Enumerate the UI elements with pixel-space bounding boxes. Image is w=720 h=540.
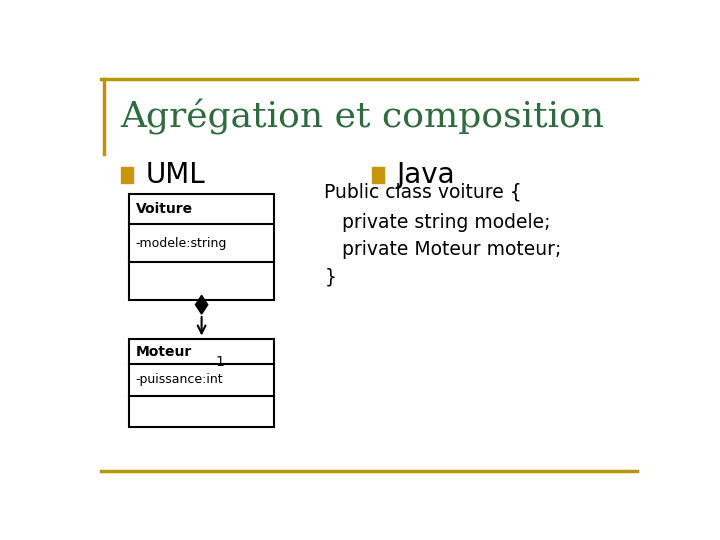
Bar — [129, 339, 274, 427]
Text: private string modele;: private string modele; — [324, 213, 551, 232]
Bar — [372, 167, 384, 183]
Text: -modele:string: -modele:string — [136, 237, 227, 249]
Bar — [129, 194, 274, 300]
Text: Public class voiture {: Public class voiture { — [324, 182, 522, 201]
Text: Voiture: Voiture — [136, 202, 193, 216]
Text: UML: UML — [145, 161, 205, 189]
Text: private Moteur moteur;: private Moteur moteur; — [324, 240, 562, 259]
Text: Agrégation et composition: Agrégation et composition — [121, 99, 605, 135]
Text: 1: 1 — [215, 355, 225, 369]
Text: Moteur: Moteur — [136, 345, 192, 359]
Polygon shape — [195, 295, 208, 314]
Bar — [121, 167, 133, 183]
Text: Java: Java — [397, 161, 456, 189]
Text: }: } — [324, 267, 336, 286]
Text: -puissance:int: -puissance:int — [136, 373, 223, 386]
